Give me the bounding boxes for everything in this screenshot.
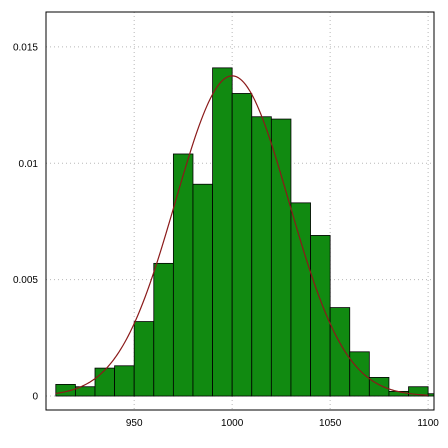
histogram-bar-2 <box>94 367 115 397</box>
x-tick-label-1: 1000 <box>221 418 244 429</box>
histogram-bar-19 <box>427 393 435 397</box>
x-tick-label-2: 1050 <box>319 418 342 429</box>
histogram-bar-6 <box>172 153 194 397</box>
y-axis-tick-labels: 0 0.005 0.01 0.015 <box>13 42 38 402</box>
y-tick-label-1: 0.005 <box>13 275 38 286</box>
histogram-bar-14 <box>329 307 351 397</box>
plot-frame <box>45 11 435 411</box>
histogram-bars <box>55 67 435 397</box>
histogram-bar-5 <box>153 262 174 397</box>
histogram-bar-8 <box>212 67 233 397</box>
histogram-bar-18 <box>408 386 429 397</box>
histogram-bar-3 <box>114 365 135 397</box>
histogram-bar-9 <box>231 93 253 397</box>
histogram-bar-15 <box>349 351 370 397</box>
x-axis-tick-labels: 950 1000 1050 1100 <box>126 418 439 429</box>
normal-density-curve <box>55 75 429 396</box>
y-tick-label-0: 0 <box>32 392 38 403</box>
histogram-bar-7 <box>192 183 213 397</box>
y-tick-label-2: 0.01 <box>19 159 39 170</box>
histogram-bar-11 <box>270 118 292 397</box>
histogram-bar-4 <box>133 321 155 397</box>
histogram-bar-12 <box>290 202 311 397</box>
x-tick-label-3: 1100 <box>417 418 439 429</box>
y-tick-label-3: 0.015 <box>13 42 38 53</box>
x-tick-label-0: 950 <box>126 418 143 429</box>
histogram-bar-10 <box>251 116 272 397</box>
